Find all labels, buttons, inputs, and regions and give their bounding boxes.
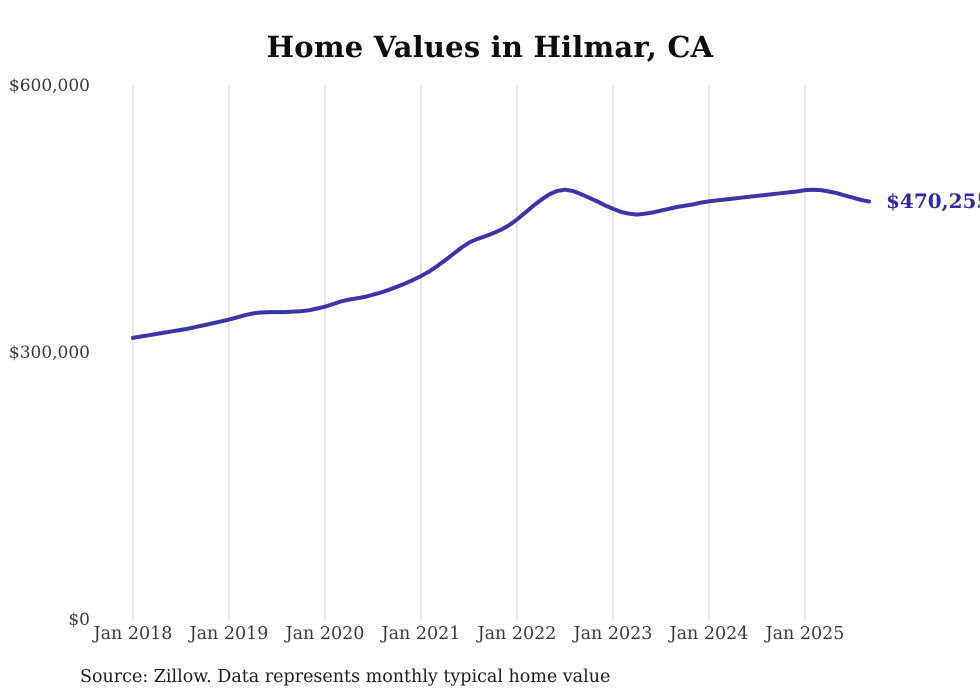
x-axis-tick-jan-2022: Jan 2022 (477, 624, 557, 644)
x-axis-tick-jan-2018: Jan 2018 (93, 624, 173, 644)
x-axis-tick-jan-2024: Jan 2024 (669, 624, 749, 644)
home-value-line-series (131, 187, 871, 340)
x-axis-tick-jan-2023: Jan 2023 (573, 624, 653, 644)
x-axis-tick-jan-2019: Jan 2019 (189, 624, 269, 644)
y-axis-tick-0: $0 (68, 610, 90, 630)
source-note: Source: Zillow. Data represents monthly … (80, 667, 611, 687)
x-axis-tick-jan-2025: Jan 2025 (765, 624, 845, 644)
x-axis-tick-jan-2020: Jan 2020 (285, 624, 365, 644)
chart-title: Home Values in Hilmar, CA (266, 30, 714, 64)
last-value-label: $470,255 (886, 189, 980, 214)
vertical-gridlines (132, 86, 806, 620)
x-axis-tick-jan-2021: Jan 2021 (381, 624, 461, 644)
y-axis-tick-300000: $300,000 (8, 343, 90, 363)
y-axis-tick-600000: $600,000 (8, 76, 90, 96)
